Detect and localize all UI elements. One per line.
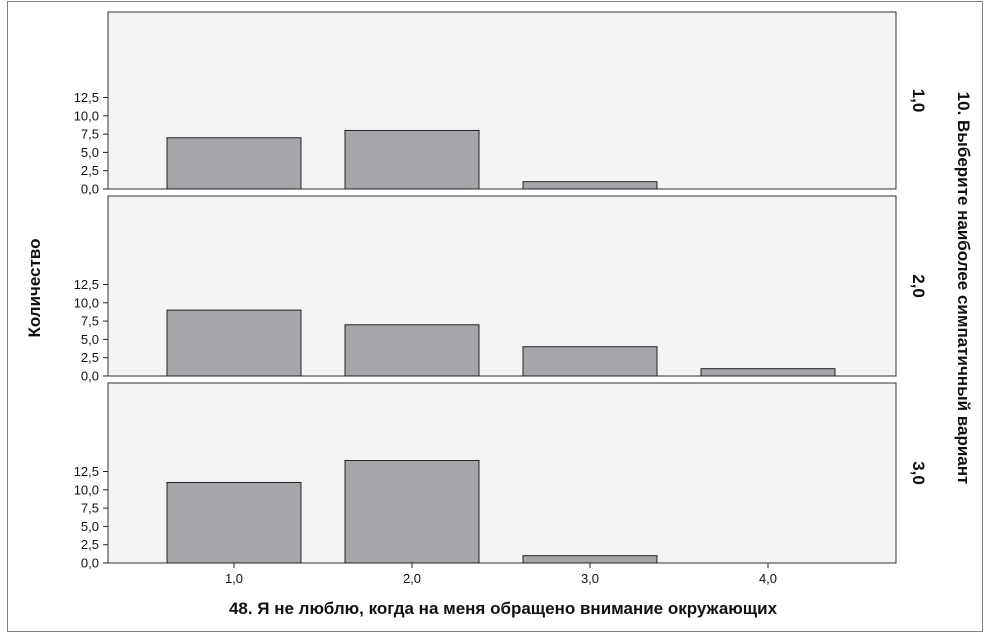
bar-panel3-1,0 bbox=[166, 481, 302, 564]
panel-3: 0,0 2,5 5,0 7,5 10,0 12,5 3,0 bbox=[74, 382, 928, 571]
bar-panel3-3,0 bbox=[522, 555, 658, 564]
x-tick-label: 2,0 bbox=[403, 571, 421, 586]
x-axis-title: 48. Я не люблю, когда на меня обращено в… bbox=[229, 599, 778, 618]
bar-panel1-3,0 bbox=[522, 181, 658, 190]
bar-panel1-1,0 bbox=[166, 137, 302, 190]
y-tick-label: 12,5 bbox=[74, 464, 99, 479]
y-tick-label: 12,5 bbox=[74, 277, 99, 292]
y-tick-label: 10,0 bbox=[74, 482, 99, 497]
y-tick-label: 10,0 bbox=[74, 108, 99, 123]
y-tick-label: 10,0 bbox=[74, 295, 99, 310]
bar-panel1-2,0 bbox=[344, 129, 480, 190]
panel-2: 0,0 2,5 5,0 7,5 10,0 12,5 2,0 bbox=[74, 195, 928, 384]
y-tick-label: 5,0 bbox=[81, 145, 99, 160]
y-tick-label: 7,5 bbox=[81, 501, 99, 516]
bar-panel3-2,0 bbox=[344, 460, 480, 564]
y-tick-label: 2,5 bbox=[81, 163, 99, 178]
y-tick-label: 12,5 bbox=[74, 90, 99, 105]
y-tick-label: 2,5 bbox=[81, 537, 99, 552]
y-tick-label: 7,5 bbox=[81, 314, 99, 329]
bar-panel2-2,0 bbox=[344, 324, 480, 377]
bar-panel2-3,0 bbox=[522, 346, 658, 377]
y-tick-label: 0,0 bbox=[81, 182, 99, 197]
y-axis-title: Количество bbox=[25, 238, 44, 337]
x-axis: 1,0 2,0 3,0 4,0 bbox=[225, 563, 777, 586]
facet-strip-label: 1,0 bbox=[909, 89, 928, 113]
bar-panel2-1,0 bbox=[166, 309, 302, 377]
x-tick-label: 4,0 bbox=[759, 571, 777, 586]
y-tick-label: 5,0 bbox=[81, 519, 99, 534]
chart-panels: 0,0 2,5 5,0 7,5 10,0 12,5 1,0 0,0 2,5 5,0 7,5 10,0 1… bbox=[74, 11, 928, 571]
y-tick-label: 5,0 bbox=[81, 332, 99, 347]
y-tick-label: 7,5 bbox=[81, 127, 99, 142]
facet-strip-label: 2,0 bbox=[909, 274, 928, 298]
y-tick-label: 2,5 bbox=[81, 350, 99, 365]
facet-title: 10. Выберите наиболее симпатичный вариан… bbox=[954, 92, 973, 485]
panel-1: 0,0 2,5 5,0 7,5 10,0 12,5 1,0 bbox=[74, 11, 928, 197]
y-tick-label: 0,0 bbox=[81, 369, 99, 384]
figure-frame bbox=[7, 1, 983, 632]
y-tick-label: 0,0 bbox=[81, 556, 99, 571]
x-tick-label: 1,0 bbox=[225, 571, 243, 586]
bar-panel2-4,0 bbox=[700, 368, 836, 377]
facet-strip-label: 3,0 bbox=[909, 461, 928, 485]
x-tick-label: 3,0 bbox=[581, 571, 599, 586]
